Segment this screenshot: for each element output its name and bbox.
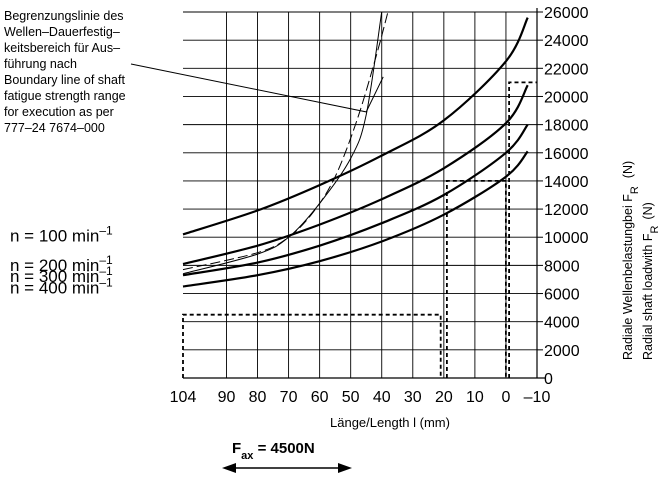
- x-tick-label: 50: [342, 389, 360, 406]
- boundary-lines: [182, 11, 389, 275]
- y-tick-label: 16000: [544, 146, 589, 163]
- series-label: n = 400 min–1: [10, 276, 113, 298]
- y-tick-label: 4000: [544, 315, 580, 332]
- axes: [183, 8, 545, 379]
- double-arrow-icon: [222, 463, 352, 473]
- series-label: n = 300 min–1: [10, 264, 113, 286]
- series-line: [182, 84, 529, 266]
- x-tick-label: 104: [170, 389, 197, 406]
- y-axis-label-de: Radiale Wellenbelastungbei FR(N): [621, 161, 641, 360]
- x-tick-label: –10: [524, 389, 551, 406]
- reference-lines: [182, 81, 537, 378]
- annotation-line: Boundary line of shaft: [4, 73, 125, 87]
- annotation-line: keitsbereich für Aus–: [4, 41, 120, 55]
- series-label: n = 100 min–1: [10, 223, 113, 245]
- series-line: [182, 17, 529, 236]
- annotation: Begrenzungslinie des Wellen–Dauerfestig–…: [4, 9, 384, 135]
- y-tick-label: 8000: [544, 258, 580, 275]
- annotation-line: führung nach: [4, 57, 77, 71]
- series-lines: [182, 17, 529, 288]
- x-tick-label: 80: [249, 389, 267, 406]
- y-tick-label: 0: [544, 371, 553, 388]
- annotation-line: fatigue strength range: [4, 89, 126, 103]
- annotation-line: 777–24 7674–000: [4, 121, 105, 135]
- tick-labels: 104 90 80 70 60 50 40 30 20 10 0 –10020004000600080…: [170, 5, 589, 406]
- y-tick-label: 2000: [544, 343, 580, 360]
- x-tick-label: 70: [280, 389, 298, 406]
- y-tick-label: 24000: [544, 33, 589, 50]
- x-tick-label: 10: [466, 389, 484, 406]
- y-tick-label: 10000: [544, 230, 589, 247]
- y-axis-label-en: Radial shaft loadwith FR(N): [641, 202, 661, 360]
- series-line: [182, 123, 529, 277]
- x-tick-label: 40: [373, 389, 391, 406]
- force-label: Fax = 4500N: [232, 440, 315, 462]
- x-tick-label: 0: [501, 389, 510, 406]
- series-line: [182, 150, 529, 288]
- annotation-line: Wellen–Dauerfestig–: [4, 25, 120, 39]
- reference-line: [508, 81, 537, 378]
- x-tick-label: 90: [218, 389, 236, 406]
- reference-line: [445, 179, 507, 378]
- annotation-line: Begrenzungslinie des: [4, 9, 124, 23]
- annotation-line: for execution as per: [4, 105, 114, 119]
- y-tick-label: 26000: [544, 5, 589, 22]
- y-tick-label: 12000: [544, 202, 589, 219]
- y-tick-label: 14000: [544, 174, 589, 191]
- grid: [183, 11, 538, 378]
- series-labels: n = 100 min–1 n = 200 min–1n = 300 min–1n…: [10, 223, 113, 297]
- reference-line: [182, 313, 442, 378]
- y-tick-label: 6000: [544, 287, 580, 304]
- x-tick-label: 30: [404, 389, 422, 406]
- x-axis-label: Länge/Length l (mm): [330, 415, 450, 430]
- annotation-pointer: [130, 63, 384, 113]
- y-tick-label: 22000: [544, 61, 589, 78]
- x-tick-label: 20: [435, 389, 453, 406]
- x-tick-label: 60: [311, 389, 329, 406]
- y-tick-label: 20000: [544, 89, 589, 106]
- series-label: n = 200 min–1: [10, 253, 113, 275]
- boundary-line-dashed: [182, 11, 389, 271]
- y-tick-label: 18000: [544, 118, 589, 135]
